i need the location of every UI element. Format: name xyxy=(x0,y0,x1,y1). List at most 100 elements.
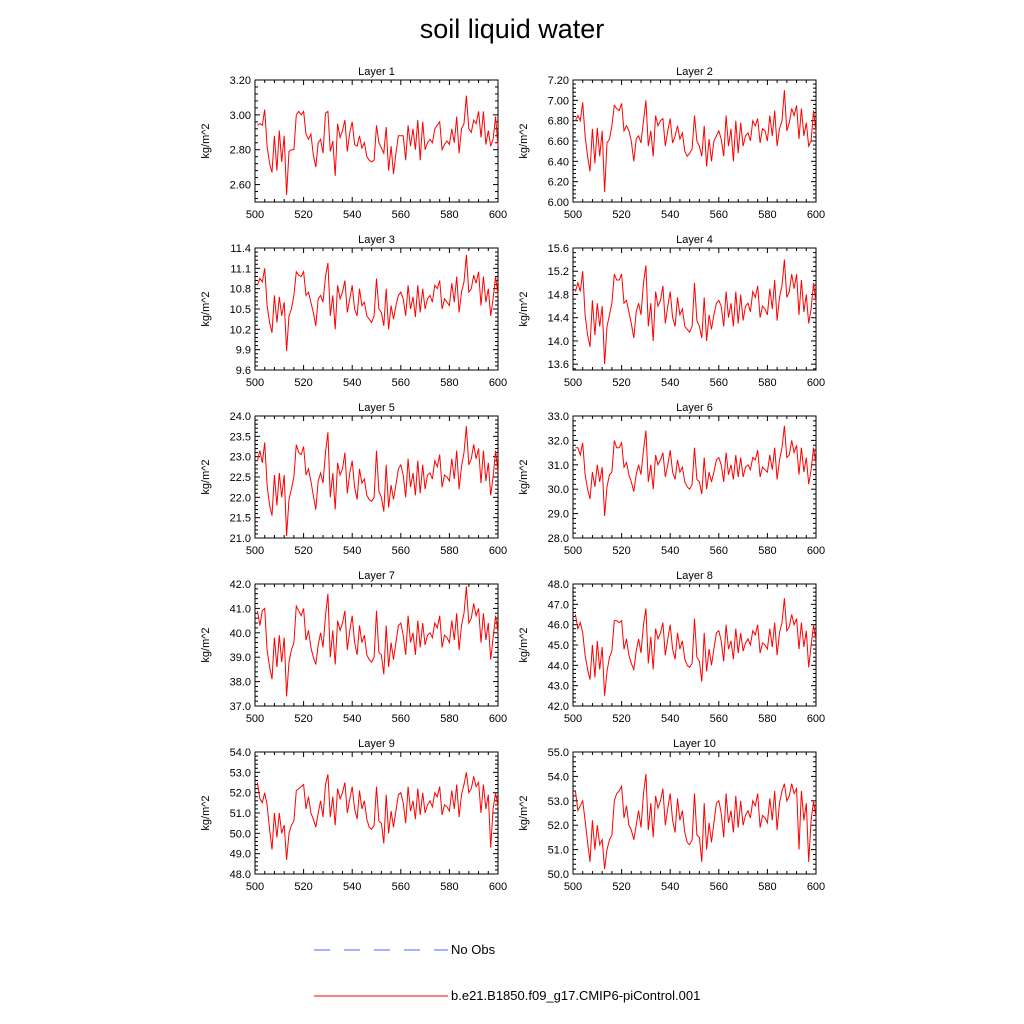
legend-label-model: b.e21.B1850.f09_g17.CMIP6-piControl.001 xyxy=(451,988,701,1003)
plot-frame xyxy=(572,247,817,371)
y-tick-label: 28.0 xyxy=(548,533,569,545)
y-tick-label: 11.4 xyxy=(230,243,251,255)
y-tick-label: 7.00 xyxy=(548,95,569,107)
y-axis-label: kg/m^2 xyxy=(200,627,212,662)
y-axis-label: kg/m^2 xyxy=(200,459,212,494)
y-tick-label: 6.40 xyxy=(548,156,569,168)
panel-title: Layer 5 xyxy=(358,402,395,414)
x-tick-label: 500 xyxy=(564,377,582,389)
y-tick-label: 22.5 xyxy=(230,472,251,484)
x-tick-label: 500 xyxy=(246,545,264,557)
y-tick-label: 45.0 xyxy=(548,640,569,652)
panel-layer-9: Layer 9 kg/m^2 500 520 540 560 580 600 48.0 49.0 5… xyxy=(200,738,507,893)
x-tick-label: 520 xyxy=(294,713,312,725)
panel-layer-4: Layer 4 kg/m^2 500 520 540 560 580 600 13.6 14.0 1… xyxy=(518,234,825,389)
x-tick-label: 520 xyxy=(294,209,312,221)
x-tick-label: 540 xyxy=(661,209,679,221)
y-tick-label: 42.0 xyxy=(230,579,251,591)
x-tick-label: 600 xyxy=(807,881,825,893)
legend-label-no-obs: No Obs xyxy=(451,942,496,957)
x-tick-label: 580 xyxy=(440,881,458,893)
y-tick-label: 51.0 xyxy=(230,808,251,820)
y-tick-label: 42.0 xyxy=(548,701,569,713)
y-axis-label: kg/m^2 xyxy=(518,795,530,830)
x-tick-label: 560 xyxy=(392,713,410,725)
y-tick-label: 49.0 xyxy=(230,849,251,861)
y-axis-label: kg/m^2 xyxy=(200,123,212,158)
panel-layer-2: Layer 2 kg/m^2 500 520 540 560 580 600 6.00 6.20 6… xyxy=(518,66,825,221)
x-tick-label: 540 xyxy=(661,881,679,893)
x-tick-label: 600 xyxy=(489,881,507,893)
panel-layer-10: Layer 10 kg/m^2 500 520 540 560 580 600 50.0 51.0… xyxy=(518,738,825,893)
x-tick-label: 600 xyxy=(807,377,825,389)
x-tick-label: 580 xyxy=(758,545,776,557)
y-tick-label: 43.0 xyxy=(548,681,569,693)
y-tick-label: 53.0 xyxy=(548,796,569,808)
x-tick-label: 520 xyxy=(612,545,630,557)
y-tick-label: 37.0 xyxy=(230,701,251,713)
x-tick-label: 540 xyxy=(661,377,679,389)
panel-title: Layer 4 xyxy=(676,234,713,246)
x-tick-label: 580 xyxy=(758,881,776,893)
series-line xyxy=(575,425,817,517)
series-line xyxy=(574,259,817,365)
y-tick-label: 10.8 xyxy=(230,284,251,296)
panel-title: Layer 8 xyxy=(676,570,713,582)
x-tick-label: 600 xyxy=(489,209,507,221)
plot-frame xyxy=(254,415,499,539)
y-axis-label: kg/m^2 xyxy=(200,291,212,326)
x-tick-label: 580 xyxy=(440,377,458,389)
plot-frame xyxy=(572,415,817,539)
x-tick-label: 540 xyxy=(661,713,679,725)
x-tick-label: 600 xyxy=(807,545,825,557)
y-tick-label: 14.0 xyxy=(548,336,569,348)
x-tick-label: 520 xyxy=(294,377,312,389)
plot-frame xyxy=(254,79,499,203)
plot-frame xyxy=(254,583,499,707)
panel-layer-7: Layer 7 kg/m^2 500 520 540 560 580 600 37.0 38.0 3… xyxy=(200,570,507,725)
y-tick-label: 6.20 xyxy=(548,177,569,189)
y-tick-label: 23.0 xyxy=(230,452,251,464)
y-tick-label: 33.0 xyxy=(548,411,569,423)
series-line xyxy=(256,254,499,352)
x-tick-label: 540 xyxy=(343,881,361,893)
series-line xyxy=(574,598,817,696)
series-line xyxy=(574,90,817,192)
y-tick-label: 47.0 xyxy=(548,599,569,611)
y-tick-label: 41.0 xyxy=(230,603,251,615)
y-tick-label: 54.0 xyxy=(548,771,569,783)
y-tick-label: 3.00 xyxy=(230,110,251,122)
x-tick-label: 500 xyxy=(246,377,264,389)
x-tick-label: 560 xyxy=(392,545,410,557)
x-tick-label: 580 xyxy=(758,713,776,725)
legend-item-no-obs: No Obs xyxy=(312,940,572,960)
series-line xyxy=(574,773,817,870)
y-tick-label: 14.8 xyxy=(548,289,569,301)
y-tick-label: 15.2 xyxy=(548,266,569,278)
y-tick-label: 32.0 xyxy=(548,435,569,447)
y-tick-label: 48.0 xyxy=(230,869,251,881)
x-tick-label: 540 xyxy=(343,545,361,557)
y-tick-label: 10.5 xyxy=(230,304,251,316)
x-tick-label: 600 xyxy=(489,545,507,557)
panel-layer-3: Layer 3 kg/m^2 500 520 540 560 580 600 9.6 9.9 10.… xyxy=(200,234,507,389)
y-tick-label: 38.0 xyxy=(230,677,251,689)
x-tick-label: 520 xyxy=(612,881,630,893)
y-tick-label: 15.6 xyxy=(548,243,569,255)
y-tick-label: 2.60 xyxy=(230,180,251,192)
y-tick-label: 2.80 xyxy=(230,145,251,157)
y-tick-label: 40.0 xyxy=(230,628,251,640)
x-tick-label: 500 xyxy=(564,881,582,893)
x-tick-label: 500 xyxy=(246,881,264,893)
y-tick-label: 30.0 xyxy=(548,484,569,496)
panel-layer-1: Layer 1 kg/m^2 500 520 540 560 580 600 2.60 2.80 3… xyxy=(200,66,507,221)
series-line xyxy=(256,586,499,697)
x-tick-label: 560 xyxy=(710,209,728,221)
y-tick-label: 44.0 xyxy=(548,660,569,672)
x-tick-label: 580 xyxy=(758,209,776,221)
y-axis-label: kg/m^2 xyxy=(518,123,530,158)
x-tick-label: 500 xyxy=(564,545,582,557)
y-tick-label: 7.20 xyxy=(548,75,569,87)
x-tick-label: 580 xyxy=(440,209,458,221)
x-tick-label: 520 xyxy=(612,377,630,389)
